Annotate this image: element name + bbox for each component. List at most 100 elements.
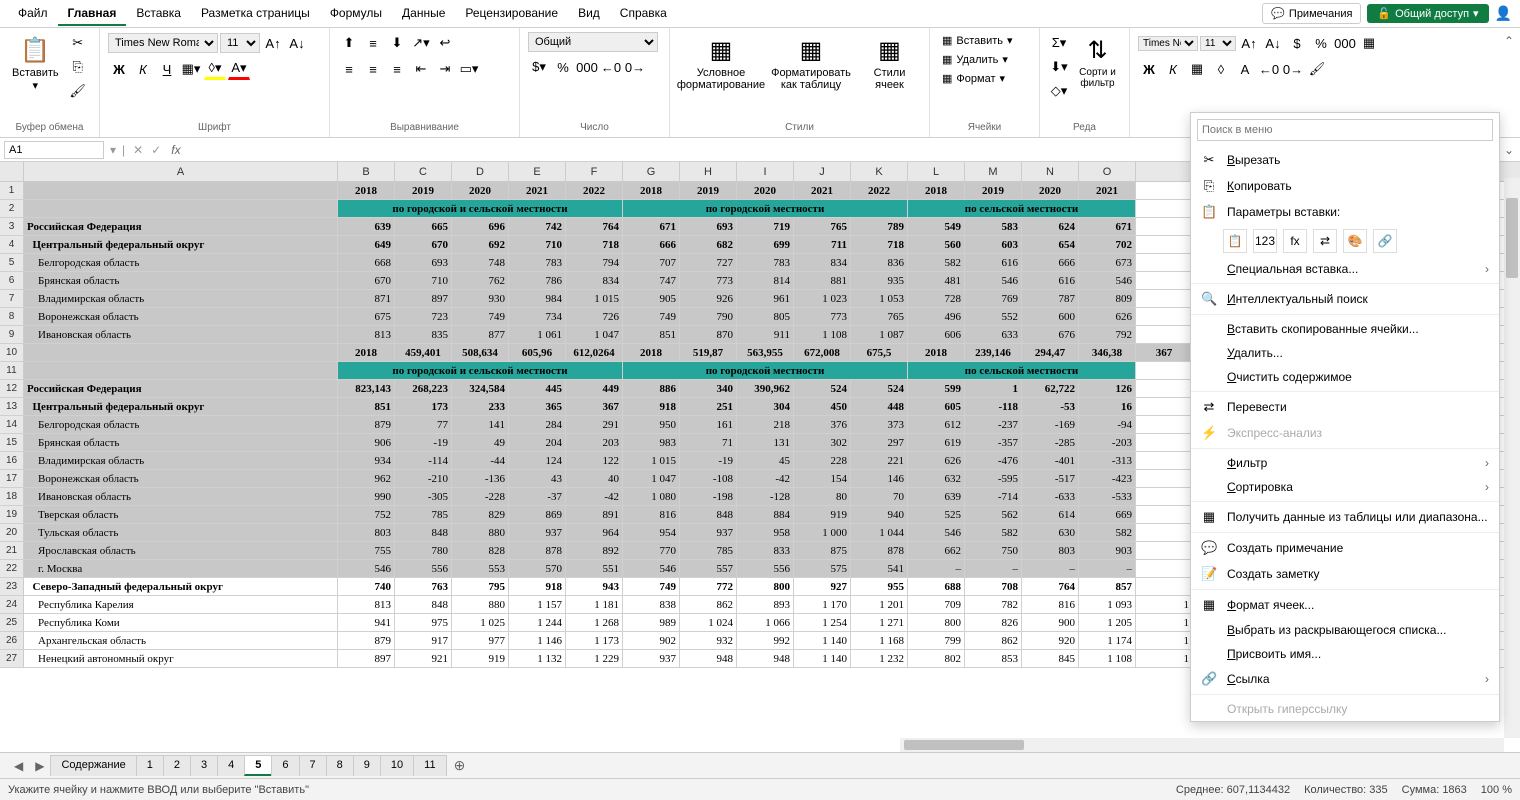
cell[interactable]: 983 [623, 434, 680, 451]
cell[interactable]: 546 [623, 560, 680, 577]
cell[interactable] [24, 344, 338, 361]
context-menu-item[interactable]: 📋Параметры вставки: [1191, 199, 1499, 225]
cell[interactable]: Брянская область [24, 272, 338, 289]
cell[interactable]: Центральный федеральный округ [24, 236, 338, 253]
horizontal-scrollbar[interactable] [900, 738, 1504, 752]
cell[interactable]: 727 [680, 254, 737, 271]
cell[interactable]: 1 [965, 380, 1022, 397]
cell[interactable]: 816 [1022, 596, 1079, 613]
cell[interactable]: 785 [395, 506, 452, 523]
cell[interactable]: 878 [851, 542, 908, 559]
cell[interactable]: 747 [623, 272, 680, 289]
cell[interactable]: -357 [965, 434, 1022, 451]
scrollbar-thumb[interactable] [904, 740, 1024, 750]
cell[interactable]: 990 [338, 488, 395, 505]
cell[interactable]: -533 [1079, 488, 1136, 505]
currency-button[interactable]: $▾ [528, 56, 550, 78]
cell[interactable]: 834 [794, 254, 851, 271]
cell[interactable]: 173 [395, 398, 452, 415]
cell[interactable]: 1 053 [851, 290, 908, 307]
cell[interactable]: 1 023 [794, 290, 851, 307]
cell[interactable]: 835 [395, 326, 452, 343]
paste-option-button[interactable]: 🔗 [1373, 229, 1397, 253]
cell[interactable]: Владимирская область [24, 290, 338, 307]
cut-button[interactable]: ✂ [67, 32, 89, 54]
cell[interactable]: 941 [338, 614, 395, 631]
cell[interactable]: 450 [794, 398, 851, 415]
context-menu-item[interactable]: Специальная вставка...› [1191, 257, 1499, 281]
cell[interactable]: -19 [395, 434, 452, 451]
cell[interactable] [24, 362, 338, 379]
cell[interactable]: 605,96 [509, 344, 566, 361]
menu-tab-формулы[interactable]: Формулы [320, 2, 392, 26]
cell[interactable]: 693 [680, 218, 737, 235]
cell[interactable]: 937 [509, 524, 566, 541]
cell[interactable]: по городской местности [623, 362, 908, 379]
cell[interactable]: Республика Коми [24, 614, 338, 631]
cell[interactable]: 749 [623, 578, 680, 595]
cell[interactable]: 1 047 [623, 470, 680, 487]
col-header-L[interactable]: L [908, 162, 965, 181]
comments-button[interactable]: 💬 Примечания [1262, 3, 1361, 24]
underline-button[interactable]: Ч [156, 58, 178, 80]
cell[interactable]: 734 [509, 308, 566, 325]
paste-option-button[interactable]: 📋 [1223, 229, 1247, 253]
cell[interactable]: 131 [737, 434, 794, 451]
mini-font-select[interactable]: Times Ne [1138, 36, 1198, 51]
cell[interactable]: 764 [566, 218, 623, 235]
vertical-scrollbar[interactable] [1504, 178, 1520, 738]
mini-percent[interactable]: % [1310, 32, 1332, 54]
cell[interactable]: 670 [338, 272, 395, 289]
cell[interactable]: 803 [1022, 542, 1079, 559]
cell[interactable]: 927 [794, 578, 851, 595]
row-header[interactable]: 11 [0, 362, 24, 379]
cell[interactable]: 977 [452, 632, 509, 649]
cell[interactable]: Республика Карелия [24, 596, 338, 613]
cell[interactable]: 934 [338, 452, 395, 469]
cell[interactable]: 937 [623, 650, 680, 667]
cell[interactable]: 892 [566, 542, 623, 559]
cell[interactable]: 802 [908, 650, 965, 667]
cell[interactable]: 639 [908, 488, 965, 505]
context-menu-item[interactable]: Выбрать из раскрывающегося списка... [1191, 618, 1499, 642]
cell[interactable]: 583 [965, 218, 1022, 235]
cell[interactable]: 879 [338, 632, 395, 649]
row-header[interactable]: 24 [0, 596, 24, 613]
align-center-button[interactable]: ≡ [362, 58, 384, 80]
cell[interactable]: 786 [509, 272, 566, 289]
row-header[interactable]: 8 [0, 308, 24, 325]
cell[interactable]: 875 [794, 542, 851, 559]
cell[interactable]: 294,47 [1022, 344, 1079, 361]
cell[interactable]: 2018 [908, 182, 965, 199]
decrease-font-button[interactable]: A↓ [286, 32, 308, 54]
cell[interactable]: 752 [338, 506, 395, 523]
cell[interactable]: 773 [794, 308, 851, 325]
cell[interactable]: 851 [623, 326, 680, 343]
row-header[interactable]: 9 [0, 326, 24, 343]
cell[interactable]: 935 [851, 272, 908, 289]
cell[interactable]: -42 [566, 488, 623, 505]
menu-tab-справка[interactable]: Справка [610, 2, 677, 26]
cell[interactable]: 665 [395, 218, 452, 235]
sheet-tab[interactable]: Содержание [50, 755, 136, 776]
cell[interactable]: 2021 [509, 182, 566, 199]
cell[interactable]: 233 [452, 398, 509, 415]
context-menu-item[interactable]: Удалить... [1191, 341, 1499, 365]
cell[interactable]: 304 [737, 398, 794, 415]
expand-formula-button[interactable]: ⌄ [1498, 143, 1520, 157]
cell[interactable]: 633 [965, 326, 1022, 343]
col-header-I[interactable]: I [737, 162, 794, 181]
cell[interactable]: 769 [965, 290, 1022, 307]
cell[interactable]: 124 [509, 452, 566, 469]
col-header-G[interactable]: G [623, 162, 680, 181]
row-header[interactable]: 19 [0, 506, 24, 523]
cell[interactable]: 954 [623, 524, 680, 541]
cell[interactable]: -169 [1022, 416, 1079, 433]
context-search-input[interactable] [1197, 119, 1493, 141]
sheet-tab[interactable]: 10 [380, 755, 414, 776]
cell[interactable]: 773 [680, 272, 737, 289]
cell[interactable]: -210 [395, 470, 452, 487]
cell[interactable]: 1 000 [794, 524, 851, 541]
cell[interactable]: 708 [965, 578, 1022, 595]
menu-tab-главная[interactable]: Главная [58, 2, 127, 26]
